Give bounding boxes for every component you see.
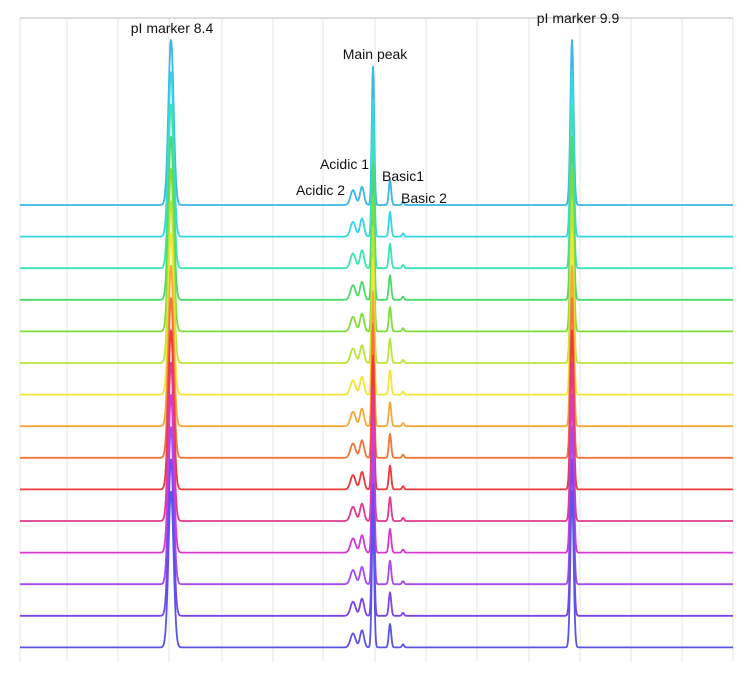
grid-lines [19, 17, 734, 662]
peak-label-acidic-2: Acidic 2 [296, 182, 345, 198]
trace-13 [19, 426, 734, 586]
trace-15 [19, 490, 734, 649]
trace-6 [19, 200, 734, 364]
trace-3 [19, 103, 734, 270]
peak-label-pi-marker-9-9: pI marker 9.9 [537, 10, 620, 26]
trace-9 [19, 297, 734, 459]
trace-14 [19, 458, 734, 617]
peak-label-main-peak: Main peak [343, 46, 409, 62]
trace-2 [19, 71, 734, 238]
peak-annotations: pI marker 8.4 Main peak Acidic 1 Acidic 2 Ba… [131, 10, 620, 206]
peak-label-pi-marker-8-4: pI marker 8.4 [131, 20, 214, 36]
trace-series [19, 39, 734, 649]
trace-12 [19, 393, 734, 554]
trace-7 [19, 232, 734, 396]
trace-10 [19, 329, 734, 491]
trace-11 [19, 361, 734, 522]
trace-4 [19, 135, 734, 301]
trace-5 [19, 168, 734, 333]
peak-label-acidic-1: Acidic 1 [320, 156, 369, 172]
trace-1 [19, 39, 734, 206]
trace-8 [19, 264, 734, 428]
peak-label-basic1: Basic1 [382, 168, 424, 184]
peak-label-basic-2: Basic 2 [401, 190, 447, 206]
